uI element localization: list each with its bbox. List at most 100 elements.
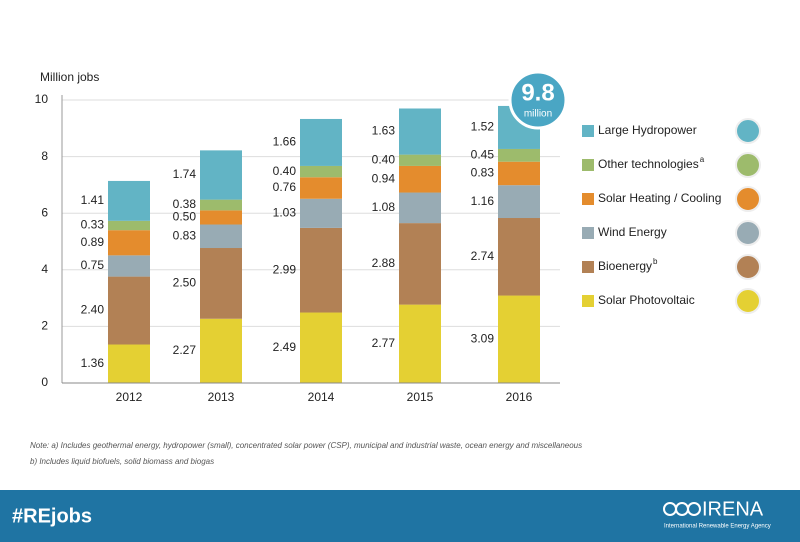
bar-segment (300, 165, 342, 178)
bar-segment (399, 108, 441, 155)
legend-label: Wind Energy (598, 225, 667, 239)
legend-icon (735, 118, 761, 144)
y-tick-label: 8 (41, 149, 48, 163)
legend-icon (735, 254, 761, 280)
bar-segment (399, 223, 441, 305)
badge-value: 9.8 (521, 79, 554, 106)
x-tick-label: 2015 (407, 390, 434, 404)
logo-mark (663, 502, 701, 516)
x-tick-label: 2016 (506, 390, 533, 404)
bar-segment (108, 180, 150, 221)
bar-segment (399, 304, 441, 383)
value-label: 0.83 (471, 166, 495, 180)
bar-segment (498, 148, 540, 162)
bar-segment (108, 230, 150, 256)
value-label: 2.77 (372, 336, 396, 350)
bar-segment (498, 161, 540, 186)
legend-swatch (582, 261, 594, 273)
bar-segment (200, 224, 242, 249)
legend-label: Large Hydropower (598, 123, 697, 137)
bar-segment (108, 344, 150, 383)
value-label: 3.09 (471, 331, 495, 345)
bar-segment (399, 165, 441, 193)
value-label: 2.88 (372, 256, 396, 270)
bar-segment (399, 154, 441, 166)
value-label: 0.50 (173, 210, 197, 224)
x-tick-label: 2014 (308, 390, 335, 404)
value-label: 0.38 (173, 197, 197, 211)
legend-note: a (700, 155, 705, 164)
value-label: 1.08 (372, 200, 396, 214)
legend-swatch (582, 159, 594, 171)
y-tick-label: 2 (41, 319, 48, 333)
bar-segment (300, 177, 342, 199)
value-label: 0.94 (372, 171, 396, 185)
value-label: 1.74 (173, 167, 197, 181)
legend-icon (735, 152, 761, 178)
y-tick-label: 10 (35, 92, 49, 106)
value-label: 0.33 (81, 218, 105, 232)
value-label: 2.49 (273, 340, 297, 354)
value-label: 0.76 (273, 180, 297, 194)
footer-band (0, 490, 800, 542)
bar-segment (300, 118, 342, 166)
y-tick-label: 6 (41, 205, 48, 219)
hashtag: #REjobs (12, 505, 92, 527)
value-label: 2.99 (273, 262, 297, 276)
legend-label: Solar Heating / Cooling (598, 191, 721, 205)
value-label: 1.16 (471, 194, 495, 208)
x-tick-label: 2012 (116, 390, 143, 404)
value-label: 2.40 (81, 303, 105, 317)
note: b) Includes liquid biofuels, solid bioma… (30, 457, 214, 466)
bar-segment (200, 318, 242, 383)
bar-segment (200, 210, 242, 225)
value-label: 2.50 (173, 276, 197, 290)
logo-subtitle: International Renewable Energy Agency (664, 524, 771, 530)
bar-segment (498, 218, 540, 296)
bar-segment (200, 150, 242, 200)
value-label: 2.27 (173, 343, 197, 357)
bar-segment (300, 227, 342, 313)
bar-segment (108, 220, 150, 231)
legend-icon (735, 288, 761, 314)
value-label: 0.89 (81, 235, 105, 249)
value-label: 0.45 (471, 147, 495, 161)
y-axis-label: Million jobs (40, 70, 99, 84)
bar-segment (200, 199, 242, 211)
legend-icon (735, 186, 761, 212)
legend-note: b (653, 257, 658, 266)
value-label: 1.63 (372, 124, 396, 138)
legend-icon (735, 220, 761, 246)
bar-segment (498, 185, 540, 219)
value-label: 1.36 (81, 356, 105, 370)
legend-swatch (582, 295, 594, 307)
legend-label: Solar Photovoltaic (598, 293, 695, 307)
x-tick-label: 2013 (208, 390, 235, 404)
logo: IRENA (702, 498, 764, 520)
bar-segment (200, 248, 242, 319)
legend-label: Bioenergy (598, 259, 652, 273)
value-label: 2.74 (471, 249, 495, 263)
value-label: 0.83 (173, 228, 197, 242)
bar-segment (108, 255, 150, 277)
value-label: 1.52 (471, 120, 495, 134)
bar-segment (399, 192, 441, 224)
value-label: 1.66 (273, 135, 297, 149)
value-label: 1.03 (273, 206, 297, 220)
value-label: 0.40 (372, 152, 396, 166)
badge-unit: million (524, 109, 552, 120)
bar-segment (300, 198, 342, 228)
value-label: 1.41 (81, 193, 105, 207)
legend-swatch (582, 227, 594, 239)
bar-segment (498, 295, 540, 383)
y-tick-label: 4 (41, 262, 48, 276)
y-tick-label: 0 (41, 375, 48, 389)
bar-segment (300, 312, 342, 383)
note: Note: a) Includes geothermal energy, hyd… (30, 441, 582, 450)
bar-segment (108, 276, 150, 345)
badge (508, 70, 568, 130)
legend-swatch (582, 193, 594, 205)
legend-label: Other technologies (598, 157, 699, 171)
